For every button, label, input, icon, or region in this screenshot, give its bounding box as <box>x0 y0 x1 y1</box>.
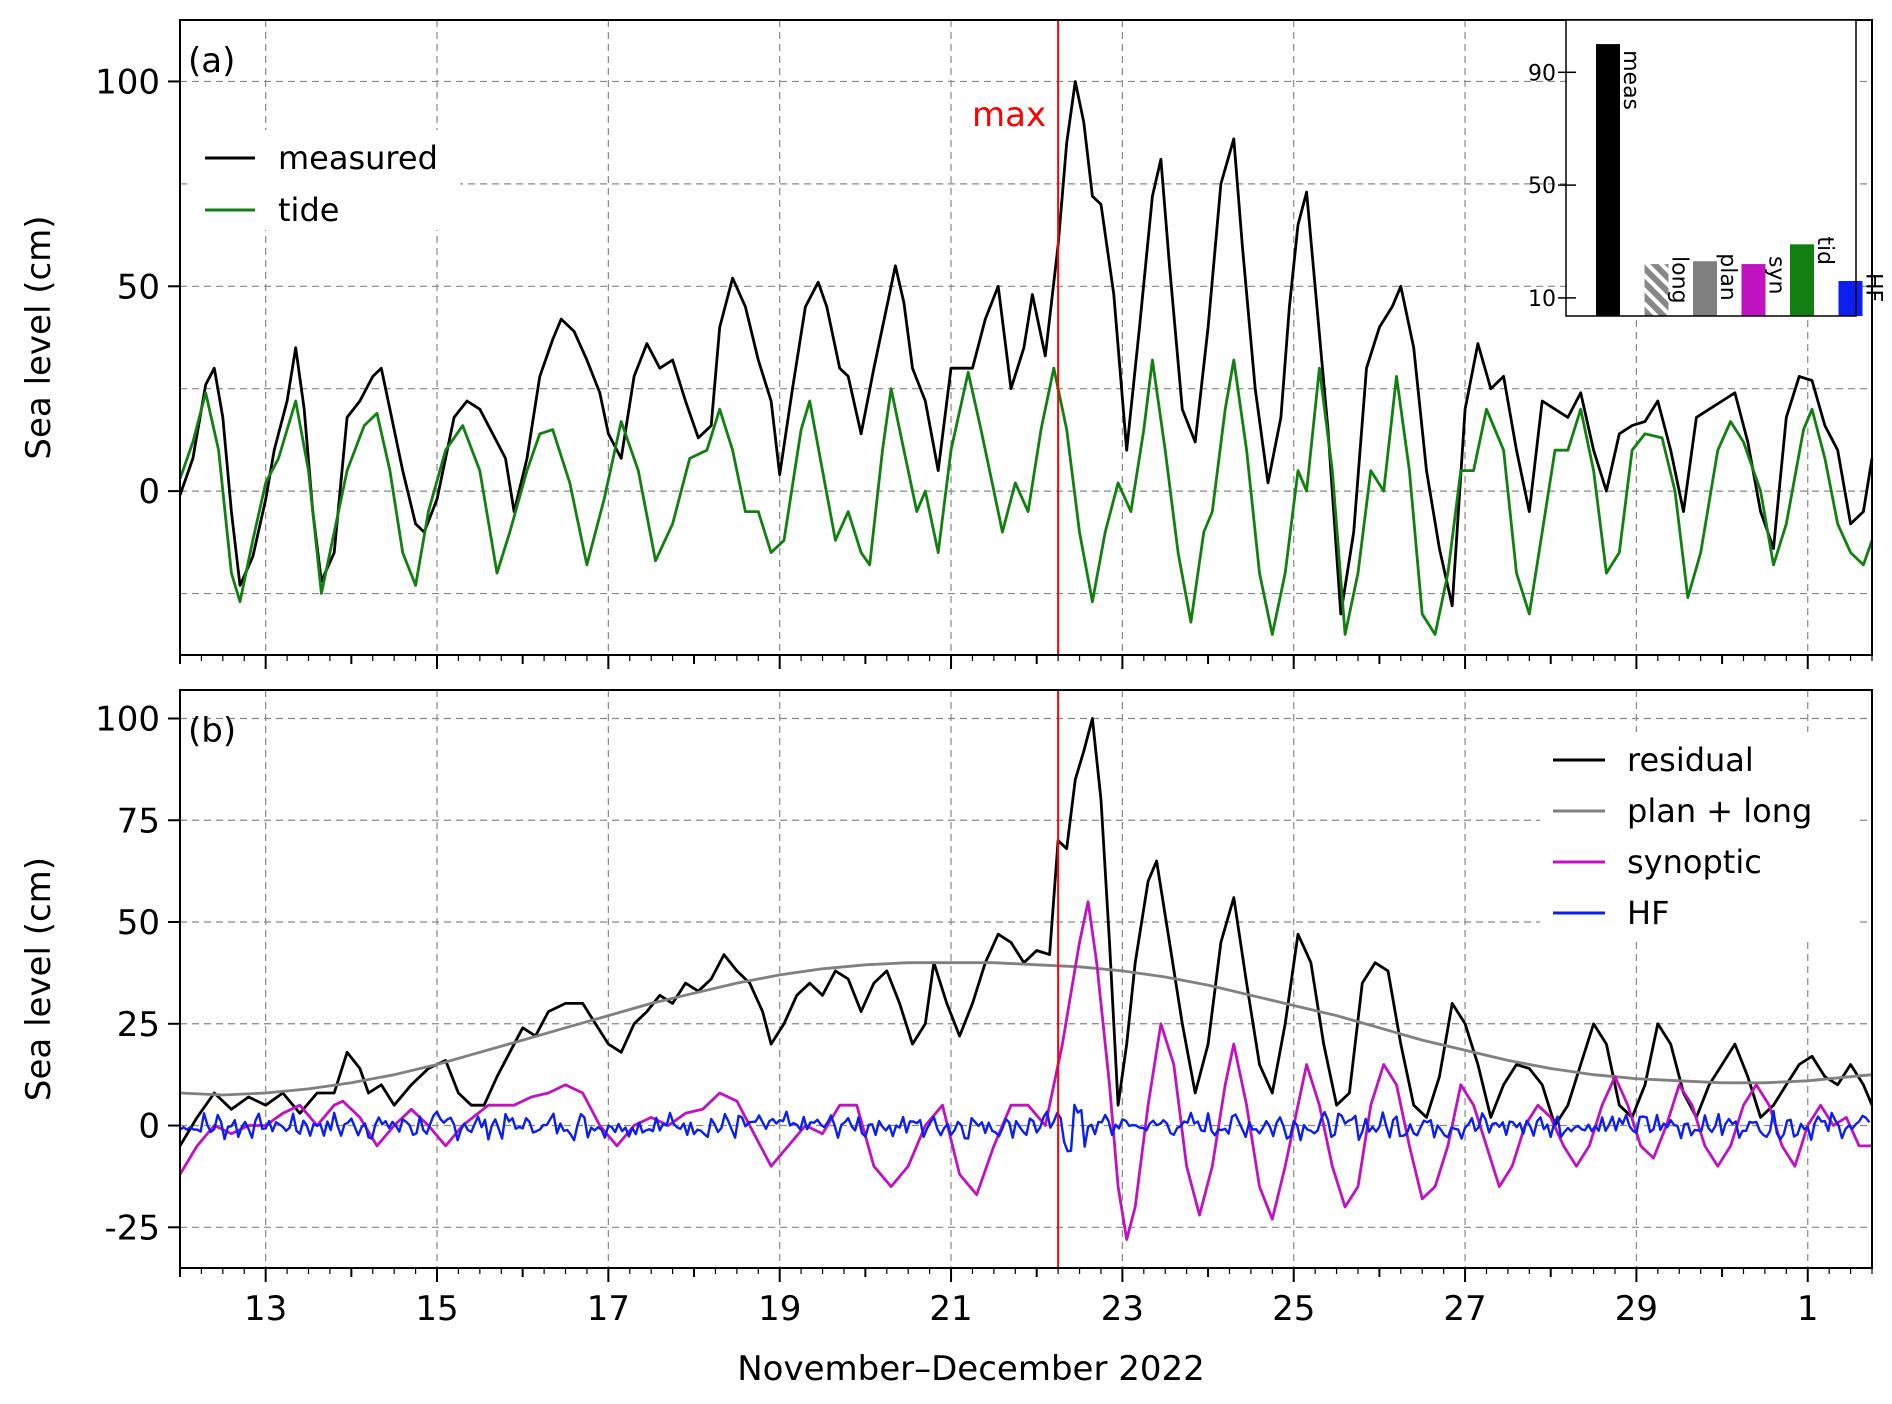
panel-label: (a) <box>188 41 235 81</box>
inset-bar-plan <box>1693 261 1717 316</box>
inset-bar-label-HF: HF <box>1861 273 1886 302</box>
legend-label-residual: residual <box>1627 741 1754 779</box>
inset-y-tick-label: 50 <box>1528 174 1556 199</box>
legend-label-measured: measured <box>278 139 438 177</box>
inset-bar-label-tid: tid <box>1812 236 1837 265</box>
legend-background <box>190 130 460 230</box>
y-tick-label: 75 <box>117 801 160 841</box>
legend-label-plan-long: plan + long <box>1627 792 1812 830</box>
y-axis-label: Sea level (cm) <box>19 857 59 1101</box>
x-tick-label: 19 <box>758 1289 801 1329</box>
inset-bar-meas <box>1596 44 1620 316</box>
inset-bar-label-long: long <box>1667 256 1692 303</box>
inset-frame <box>1565 19 1857 317</box>
inset-bar-HF <box>1838 280 1863 316</box>
inset-bar-label-syn: syn <box>1764 256 1789 294</box>
inset-bar-label-meas: meas <box>1618 50 1643 110</box>
series-line-plan-long <box>179 961 1873 1097</box>
legend-label-tide: tide <box>278 191 339 229</box>
series-line-measured <box>178 80 1874 616</box>
x-tick-label: 27 <box>1443 1289 1486 1329</box>
x-tick-label: 15 <box>415 1289 458 1329</box>
legend-label-synoptic: synoptic <box>1627 843 1762 881</box>
inset-y-tick-label: 10 <box>1528 287 1556 312</box>
legend-label-HF: HF <box>1627 894 1669 932</box>
panel-a: 0 50 100 Sea level (cm) (a) max measured tide <box>19 19 1874 669</box>
y-tick-label: 0 <box>138 1107 160 1147</box>
x-tick-label: 13 <box>244 1289 287 1329</box>
x-tick-label: 17 <box>587 1289 630 1329</box>
y-tick-label: 50 <box>117 903 160 943</box>
inset-y-tick-label: 90 <box>1528 61 1556 86</box>
series-line-synoptic <box>178 900 1872 1241</box>
axes-frame <box>179 689 1873 1269</box>
x-tick-label: 23 <box>1101 1289 1144 1329</box>
inset-bar-tid <box>1790 244 1814 316</box>
x-tick-label: 21 <box>929 1289 972 1329</box>
legend-background <box>1540 732 1860 942</box>
max-annotation: max <box>972 95 1046 135</box>
y-tick-label: 25 <box>117 1005 160 1045</box>
y-axis-label: Sea level (cm) <box>19 215 59 459</box>
axes-frame <box>179 19 1873 656</box>
series-line-residual <box>178 717 1874 1147</box>
x-tick-label: 29 <box>1615 1289 1658 1329</box>
y-tick-label: 100 <box>95 62 160 102</box>
y-tick-label: -25 <box>104 1208 160 1248</box>
y-tick-label: 0 <box>138 472 160 512</box>
series-line-HF <box>179 1103 1871 1153</box>
x-axis-label: November–December 2022 <box>737 1349 1205 1389</box>
x-tick-label: 1 <box>1797 1289 1819 1329</box>
y-tick-label: 50 <box>117 267 160 307</box>
series-line-tide <box>178 358 1874 636</box>
x-tick-label: 25 <box>1272 1289 1315 1329</box>
panel-label: (b) <box>188 711 236 751</box>
inset-bar-label-plan: plan <box>1715 253 1740 301</box>
inset-bar-syn <box>1741 264 1766 316</box>
inset-bar-long <box>1644 264 1669 316</box>
y-tick-label: 100 <box>95 699 160 739</box>
panel-b: -25 0 25 50 75 100 13 15 17 19 21 23 25 27 29 1 November… <box>19 689 1874 1389</box>
